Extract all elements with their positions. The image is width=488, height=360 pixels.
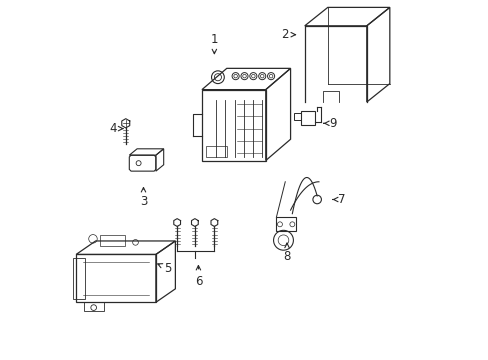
Text: 3: 3	[140, 188, 147, 208]
Text: 2: 2	[281, 28, 295, 41]
Text: 4: 4	[109, 122, 123, 135]
Text: 5: 5	[158, 262, 172, 275]
Text: 6: 6	[194, 266, 202, 288]
Text: 1: 1	[210, 33, 218, 54]
Text: 8: 8	[283, 243, 290, 263]
Text: 9: 9	[323, 117, 336, 130]
Text: 7: 7	[332, 193, 345, 206]
